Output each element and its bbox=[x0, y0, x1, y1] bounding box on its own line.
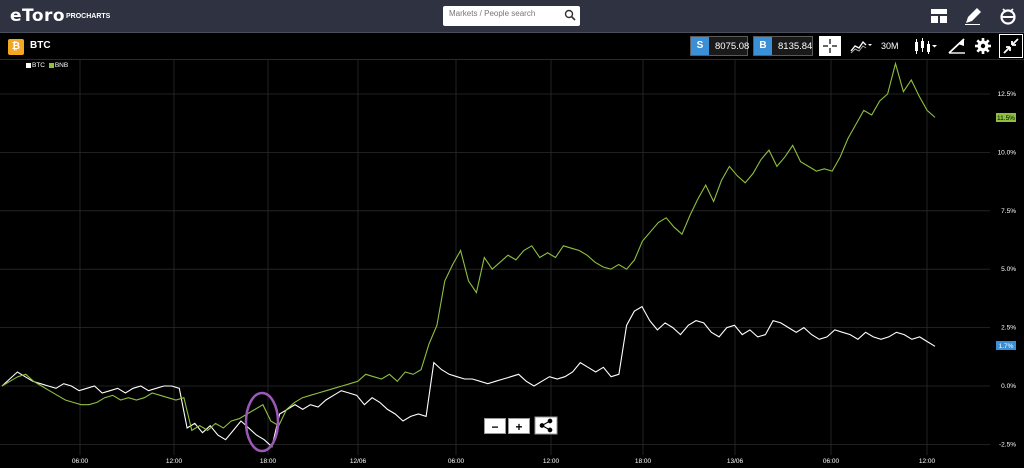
y-tick-label: -2.5% bbox=[999, 441, 1016, 448]
timeframe-label: 30M bbox=[881, 41, 899, 51]
etoro-logo[interactable]: eToro bbox=[10, 6, 66, 26]
grid-lines bbox=[0, 59, 990, 455]
x-tick-label: 06:00 bbox=[72, 458, 89, 465]
bnb-legend-swatch bbox=[48, 62, 54, 68]
y-tick-label: 5.0% bbox=[1001, 266, 1016, 273]
share-icon[interactable] bbox=[539, 418, 553, 433]
chart-legend: BTC BNB bbox=[26, 62, 68, 69]
zoom-in-button[interactable]: + bbox=[508, 418, 530, 434]
x-tick-label: 13/06 bbox=[727, 458, 744, 465]
buy-tag: B bbox=[754, 37, 772, 55]
y-tick-label: 10.0% bbox=[998, 149, 1017, 156]
y-tick-label: 2.5% bbox=[1001, 325, 1016, 332]
y-tick-label: 7.5% bbox=[1001, 208, 1016, 215]
drawing-tools-icon[interactable] bbox=[946, 36, 968, 56]
y-tick-label: 0.0% bbox=[1001, 383, 1016, 390]
sell-tag: S bbox=[691, 37, 709, 55]
bnb-last-value: 11.5% bbox=[997, 115, 1015, 122]
search-input[interactable]: Markets / People search bbox=[443, 6, 580, 26]
x-tick-label: 12/06 bbox=[350, 458, 367, 465]
zoom-out-button[interactable]: − bbox=[484, 418, 506, 434]
logo-subtitle: PROCHARTS bbox=[66, 13, 111, 20]
collapse-icon[interactable] bbox=[999, 34, 1023, 58]
gear-icon[interactable] bbox=[972, 36, 994, 56]
bnb-legend-label: BNB bbox=[54, 62, 69, 69]
x-tick-label: 06:00 bbox=[823, 458, 840, 465]
search-icon[interactable] bbox=[564, 9, 576, 21]
share-button[interactable] bbox=[534, 416, 558, 435]
sell-price-button[interactable]: S 8075.08 bbox=[690, 36, 750, 56]
bitcoin-icon: ₿ bbox=[8, 39, 24, 55]
bnb-last-value-box bbox=[996, 113, 1016, 122]
series-lines bbox=[1, 61, 936, 448]
btc-legend-swatch bbox=[26, 62, 31, 68]
candlestick-icon[interactable] bbox=[912, 36, 938, 56]
x-tick-label: 06:00 bbox=[448, 458, 465, 465]
timeframe-selector[interactable]: 30M bbox=[881, 41, 903, 61]
x-tick-label: 18:00 bbox=[635, 458, 652, 465]
btc-last-value-box bbox=[996, 341, 1016, 350]
y-axis-labels: 12.5% 10.0% 7.5% 5.0% 2.5% 0.0% -2.5% bbox=[998, 91, 1017, 448]
top-bar: eToro PROCHARTS Markets / People search bbox=[0, 0, 1024, 33]
bnb-series-line bbox=[1, 61, 936, 432]
btc-last-value: 1.7% bbox=[999, 343, 1014, 350]
compare-icon[interactable] bbox=[849, 36, 873, 56]
x-axis-labels: 06:00 12:00 18:00 12/06 06:00 12:00 18:00 13/06… bbox=[72, 458, 936, 465]
pencil-icon[interactable] bbox=[962, 5, 984, 27]
btc-legend-label: BTC bbox=[32, 62, 45, 69]
instrument-symbol: BTC bbox=[30, 40, 51, 51]
crosshair-icon[interactable] bbox=[819, 36, 841, 56]
btc-series-line bbox=[1, 305, 936, 448]
layout-icon[interactable] bbox=[928, 5, 950, 27]
highlight-ellipse bbox=[244, 391, 280, 453]
y-tick-label: 12.5% bbox=[998, 91, 1017, 98]
x-tick-label: 18:00 bbox=[260, 458, 277, 465]
instrument-header bbox=[0, 33, 1024, 60]
sell-value: 8075.08 bbox=[715, 41, 750, 52]
x-tick-label: 12:00 bbox=[543, 458, 560, 465]
search-placeholder: Markets / People search bbox=[449, 9, 536, 18]
comparison-chart[interactable]: 12.5% 10.0% 7.5% 5.0% 2.5% 0.0% -2.5% 06:00 12:… bbox=[0, 59, 1024, 468]
etoro-icon[interactable] bbox=[997, 5, 1019, 27]
buy-value: 8135.84 bbox=[778, 41, 813, 52]
buy-price-button[interactable]: B 8135.84 bbox=[753, 36, 813, 56]
x-tick-label: 12:00 bbox=[919, 458, 936, 465]
x-tick-label: 12:00 bbox=[166, 458, 183, 465]
